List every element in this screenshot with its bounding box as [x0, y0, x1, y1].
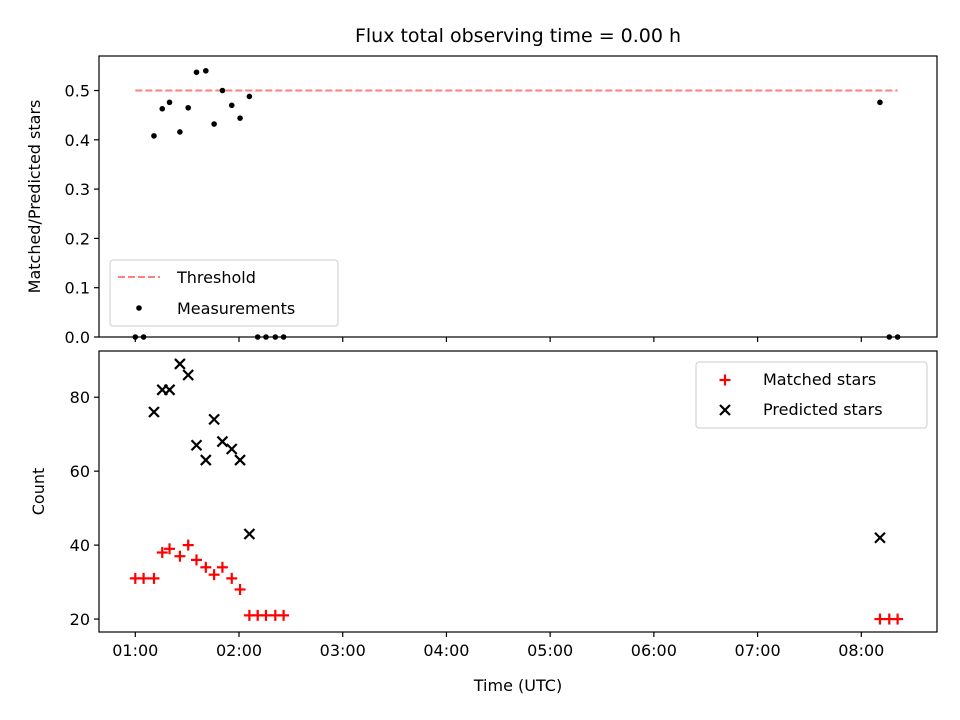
predicted-star-point: [182, 369, 194, 381]
matched-star-point: [226, 572, 238, 584]
matched-star-point: [892, 613, 904, 625]
axes-frame: [98, 55, 938, 338]
top-axes: 0.0 0.1 0.2 0.3 0.4 0.5 Flux total observing t…: [25, 25, 938, 347]
predicted-star-point: [148, 406, 160, 418]
measurement-point: [151, 133, 157, 139]
chart-title: Flux total observing time = 0.00 h: [355, 25, 681, 47]
x-tick-label: 07:00: [735, 641, 781, 660]
matched-star-point: [208, 569, 220, 581]
x-tick-label: 03:00: [320, 641, 366, 660]
measurement-point: [877, 99, 883, 106]
measurement-point: [219, 87, 226, 94]
matched-star-point: [190, 554, 202, 566]
measurement-point: [237, 115, 243, 121]
x-tick-label: 05:00: [527, 641, 573, 660]
matched-star-point: [234, 583, 246, 595]
predicted-star-point: [216, 435, 229, 448]
y-tick-label: 0.2: [65, 229, 90, 248]
x-tick-label: 08:00: [838, 641, 884, 660]
predicted-star-point: [163, 384, 176, 396]
predicted-star-point: [874, 531, 886, 544]
y-tick-label: 0.0: [65, 328, 90, 347]
y-tick-label: 80: [70, 388, 90, 407]
matched-star-point: [164, 543, 176, 555]
legend-label-predicted: Predicted stars: [763, 400, 883, 419]
matched-star-point: [156, 547, 168, 559]
measurement-point: [228, 102, 235, 109]
predicted-star-point: [243, 528, 256, 540]
y-tick-label: 0.5: [65, 82, 90, 101]
axes-frame: [98, 350, 938, 633]
bottom-axes: 01:00 02:00 03:00 04:00 05:00 06:00 07:00 08:00…: [29, 350, 938, 695]
matched-star-point: [174, 550, 186, 562]
x-tick-label: 06:00: [631, 641, 677, 660]
legend-box: [695, 361, 928, 429]
predicted-star-point: [208, 413, 220, 426]
matched-star-point: [138, 572, 150, 584]
predicted-star-point: [174, 358, 186, 370]
matched-star-point: [216, 561, 228, 573]
legend-label-threshold: Threshold: [176, 268, 256, 287]
matched-star-point: [200, 561, 212, 573]
measurement-point: [177, 129, 183, 135]
legend: Matched stars Predicted stars: [695, 361, 928, 429]
y-tick-label: 0.1: [65, 279, 90, 298]
matched-star-point: [148, 572, 160, 584]
matched-star-point: [278, 609, 290, 621]
y-axis-label: Count: [29, 468, 48, 516]
y-tick-label: 0.4: [65, 131, 90, 150]
measurement-point: [185, 104, 191, 111]
legend-matched-swatch: [719, 374, 731, 386]
matched-star-point: [182, 539, 194, 551]
measurement-point: [166, 99, 173, 106]
measurement-point: [211, 121, 217, 127]
y-tick-label: 40: [70, 536, 90, 555]
legend: Threshold Measurements: [109, 259, 339, 327]
predicted-star-point: [225, 443, 238, 455]
measurement-point: [193, 69, 200, 76]
y-tick-label: 0.3: [65, 180, 90, 199]
legend-box: [109, 259, 339, 327]
legend-label-matched: Matched stars: [763, 370, 876, 389]
x-tick-label: 04:00: [423, 641, 469, 660]
x-tick-label: 02:00: [216, 641, 262, 660]
measurement-point: [246, 93, 253, 100]
legend-predicted-swatch: [719, 404, 731, 416]
matched-star-point: [260, 609, 272, 621]
predicted-star-point: [200, 454, 212, 466]
predicted-star-point: [234, 454, 246, 466]
legend-measurements-swatch: [136, 305, 142, 311]
plot-area: [129, 358, 904, 625]
measurement-point: [203, 67, 209, 74]
measurement-point: [159, 105, 166, 112]
predicted-star-point: [190, 439, 203, 452]
y-tick-label: 60: [70, 462, 90, 481]
y-axis-label: Matched/Predicted stars: [25, 100, 44, 294]
legend-label-measurements: Measurements: [177, 299, 295, 318]
y-tick-label: 20: [70, 610, 90, 629]
x-tick-label: 01:00: [112, 641, 158, 660]
plot-area: [132, 67, 901, 340]
matched-star-point: [874, 613, 886, 625]
x-axis-label: Time (UTC): [473, 676, 562, 695]
